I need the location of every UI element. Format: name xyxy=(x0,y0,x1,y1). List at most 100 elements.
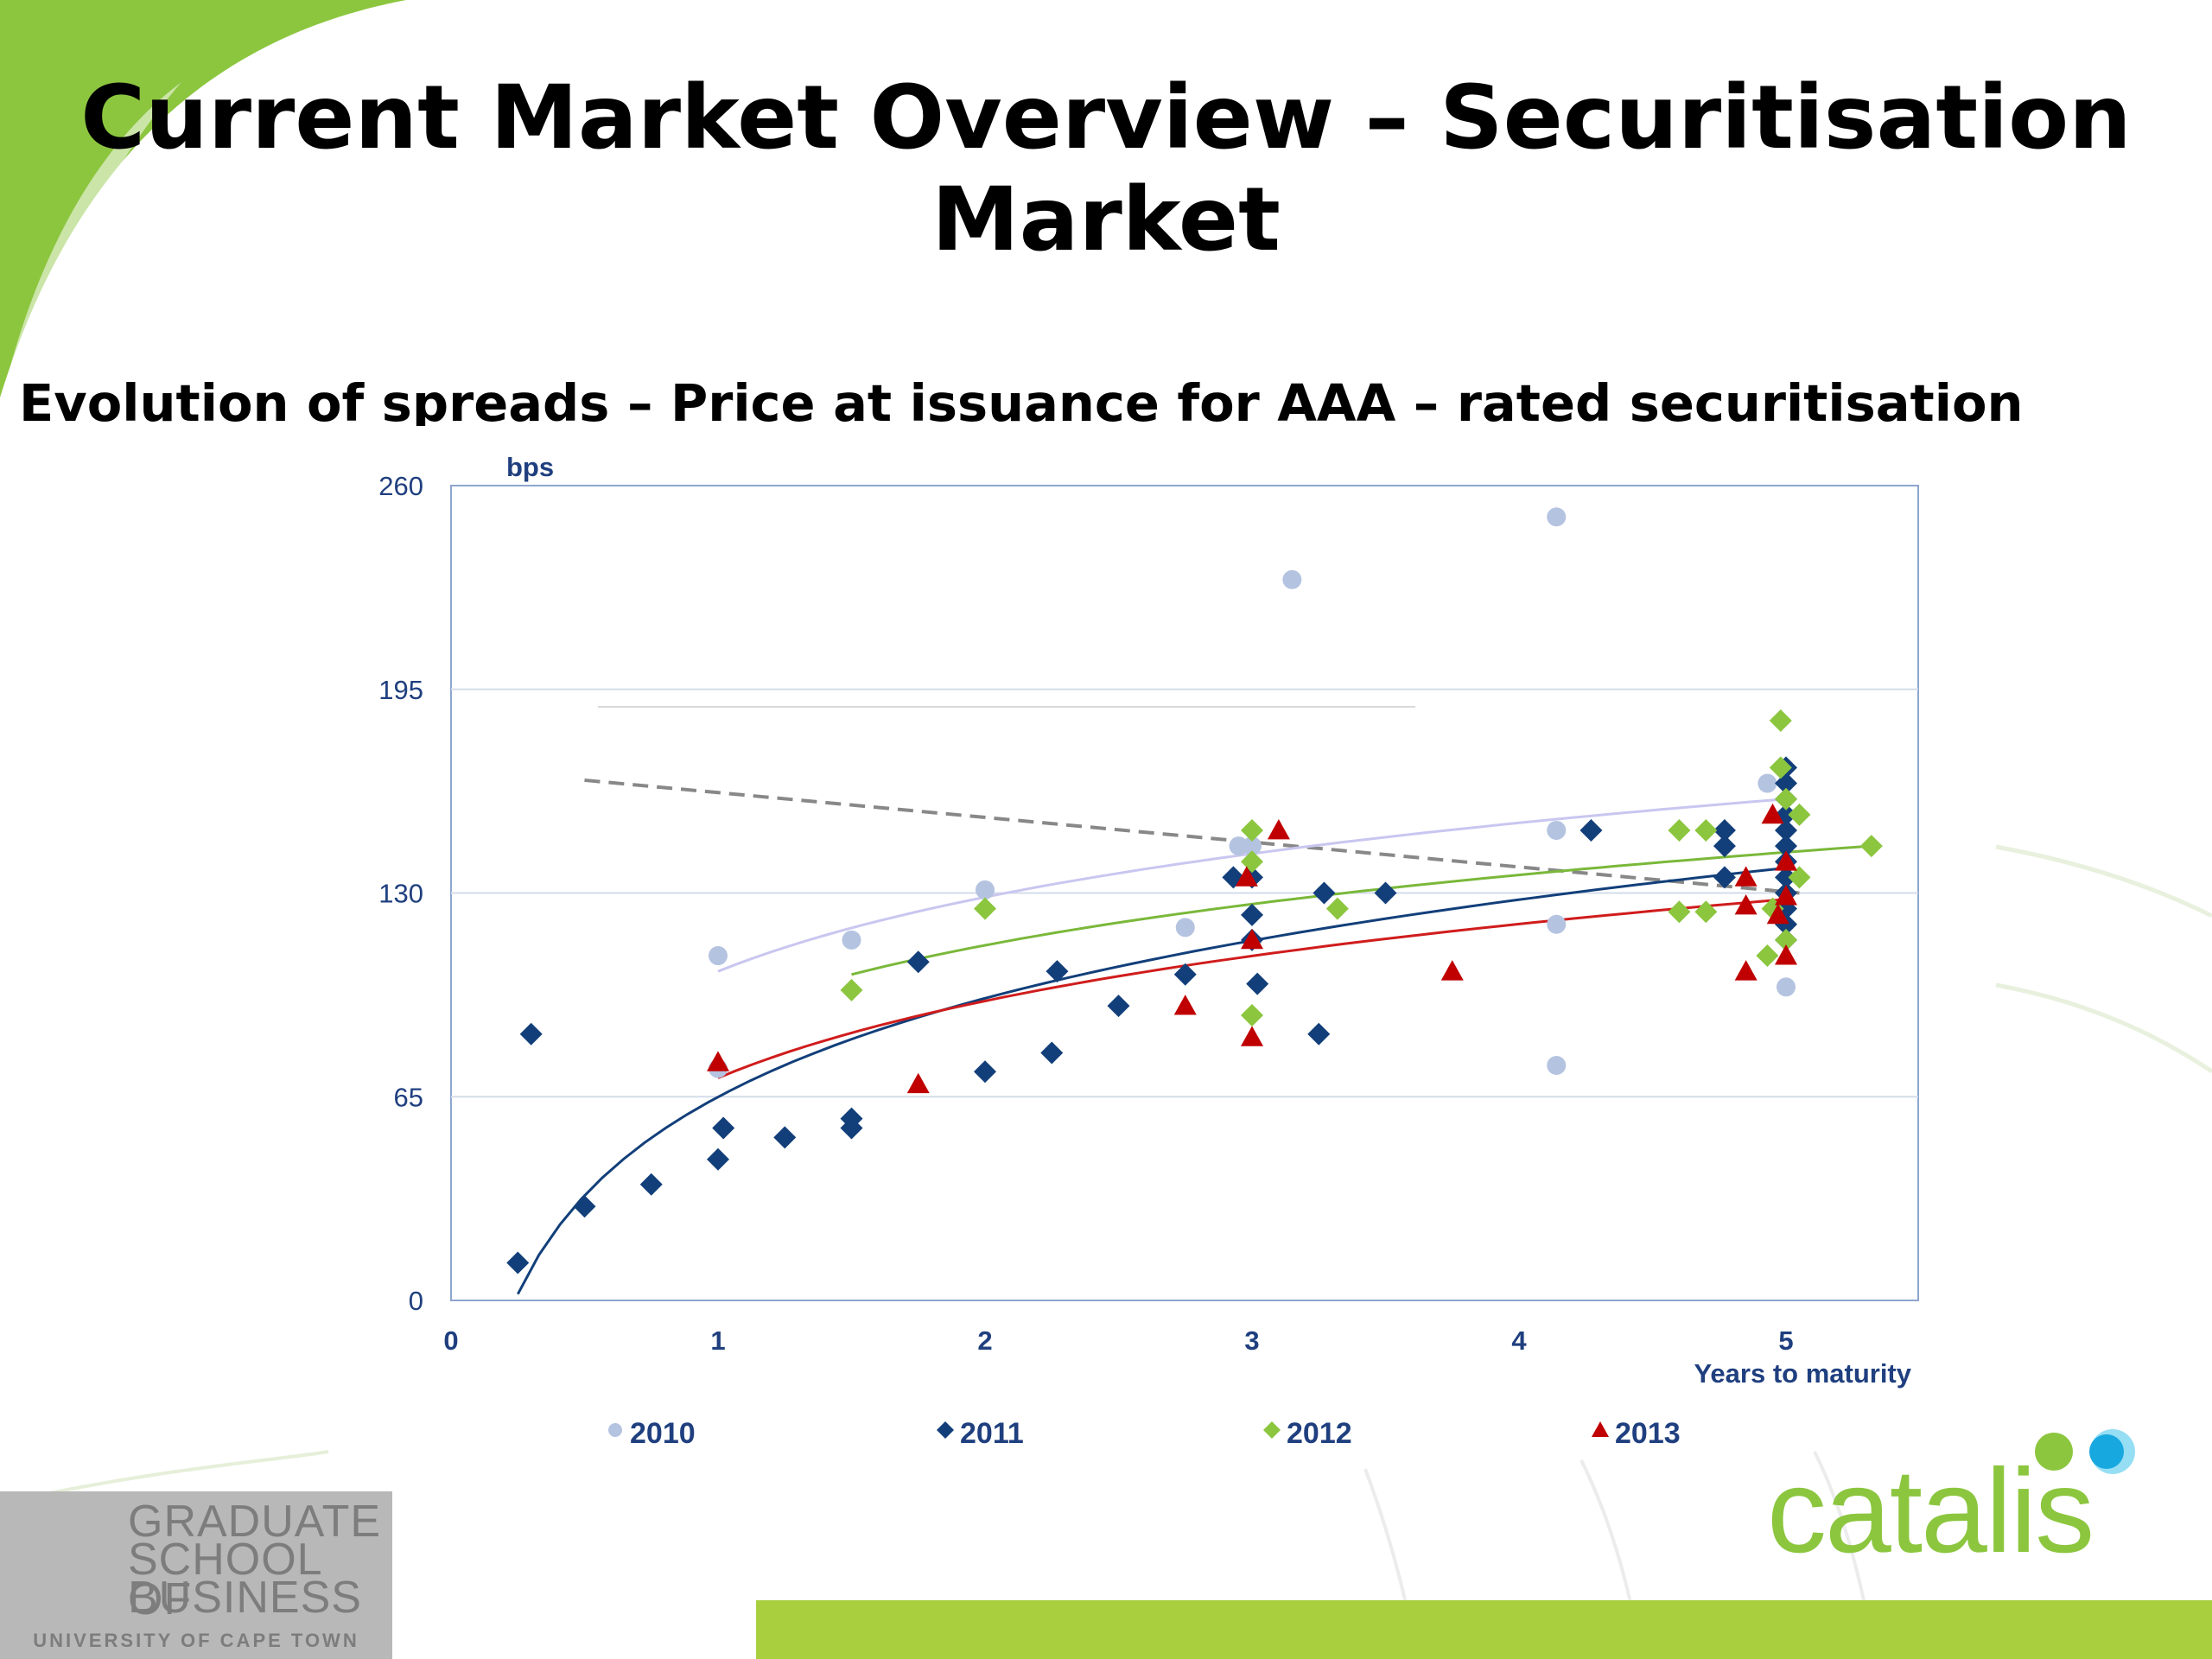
data-point-2012 xyxy=(1859,835,1883,858)
gridlines xyxy=(451,688,1918,1098)
data-point-2012 xyxy=(1775,787,1797,810)
data-point-2013 xyxy=(1440,960,1464,981)
data-point-2013 xyxy=(1775,885,1797,906)
x-axis-ticks: 0 1 2 3 4 5 xyxy=(443,1325,1793,1356)
data-point-2011 xyxy=(1313,881,1336,905)
data-point-2010 xyxy=(1547,507,1567,527)
data-point-2012 xyxy=(1769,756,1792,779)
x-tick-label: 1 xyxy=(710,1325,725,1356)
decor-arc xyxy=(0,1450,329,1505)
gsb-logo: GRADUATE SCHOOL OF BUSINESS UNIVERSITY O… xyxy=(0,1491,392,1659)
data-point-2012 xyxy=(1775,928,1797,951)
trend-line-2012 xyxy=(851,844,1872,976)
data-point-2012 xyxy=(1325,897,1349,920)
data-point-2013 xyxy=(1267,818,1290,840)
legend-marker-2010 xyxy=(608,1423,622,1437)
data-point-2013 xyxy=(1775,850,1797,871)
legend-marker-2013 xyxy=(1592,1421,1609,1437)
data-point-2010 xyxy=(1547,914,1567,934)
data-point-2013 xyxy=(1761,803,1784,824)
x-tick-label: 0 xyxy=(443,1325,458,1356)
data-point-2010 xyxy=(1758,773,1777,793)
data-point-2011 xyxy=(1713,818,1736,842)
data-point-2013 xyxy=(1235,866,1258,887)
data-point-2013 xyxy=(707,1051,729,1071)
data-point-2013 xyxy=(906,1072,930,1094)
legend-label-2012: 2012 xyxy=(1287,1417,1352,1450)
data-point-2012 xyxy=(1788,803,1811,826)
data-point-2010 xyxy=(1229,836,1249,856)
data-point-2011 xyxy=(573,1195,596,1218)
data-point-2013 xyxy=(1173,995,1197,1015)
data-point-2011 xyxy=(974,1060,996,1084)
data-point-2011 xyxy=(1775,866,1797,889)
data-point-2011 xyxy=(1307,1022,1331,1046)
corner-swoosh xyxy=(0,0,406,397)
data-point-2011 xyxy=(840,1116,863,1140)
legend-label-2013: 2013 xyxy=(1615,1417,1681,1450)
legend-label-2010: 2010 xyxy=(630,1417,696,1450)
data-point-2011 xyxy=(1046,960,1069,983)
x-tick-label: 4 xyxy=(1511,1325,1527,1356)
data-point-2012 xyxy=(840,978,863,1001)
data-point-2010 xyxy=(1547,820,1567,840)
catalis-wordmark: catalis xyxy=(1767,1445,2094,1578)
y-tick-label: 0 xyxy=(409,1286,423,1316)
trend-line-2011 xyxy=(516,867,1787,1295)
data-point-2011 xyxy=(519,1022,543,1046)
catalis-logo: catalis xyxy=(1763,1417,2177,1578)
x-axis-label: Years to maturity xyxy=(1694,1358,1911,1389)
data-point-2012 xyxy=(1769,709,1792,733)
gsb-logo-line1: GRADUATE xyxy=(128,1497,382,1547)
blue-dot-icon xyxy=(2089,1434,2124,1469)
data-point-2011 xyxy=(773,1126,797,1149)
legend-marker-2012 xyxy=(1263,1421,1281,1439)
gsb-logo-university: UNIVERSITY OF CAPE TOWN xyxy=(33,1630,359,1651)
y-axis-ticks: 0 65 130 195 260 xyxy=(378,471,423,1316)
data-point-2011 xyxy=(639,1173,663,1196)
data-point-2013 xyxy=(1775,944,1797,965)
data-point-2013 xyxy=(1734,960,1758,981)
data-point-2011 xyxy=(1713,866,1736,889)
data-point-2010 xyxy=(976,880,995,899)
data-point-2013 xyxy=(1766,903,1789,925)
x-tick-label: 2 xyxy=(977,1325,992,1356)
bottom-green-bar xyxy=(756,1600,2212,1659)
data-point-2012 xyxy=(1241,818,1263,842)
x-tick-label: 5 xyxy=(1778,1325,1793,1356)
x-tick-label: 3 xyxy=(1244,1325,1259,1356)
data-point-2012 xyxy=(1694,900,1718,924)
y-tick-label: 195 xyxy=(378,675,423,705)
legend-marker-2011 xyxy=(937,1421,954,1439)
data-point-2011 xyxy=(1241,903,1263,926)
chart-legend: 2010 2011 2012 2013 xyxy=(608,1417,1681,1450)
data-point-2012 xyxy=(1694,818,1718,842)
data-point-2012 xyxy=(1668,900,1691,924)
data-point-2011 xyxy=(1580,818,1603,842)
data-point-2010 xyxy=(1243,836,1262,856)
decor-arc xyxy=(1995,982,2212,1074)
y-tick-label: 65 xyxy=(394,1082,423,1112)
data-point-2013 xyxy=(1241,1026,1263,1046)
data-point-2011 xyxy=(1246,972,1269,995)
data-point-2012 xyxy=(974,897,996,920)
data-point-2011 xyxy=(1775,835,1797,858)
data-point-2012 xyxy=(1756,944,1779,968)
data-point-2010 xyxy=(1282,569,1302,589)
data-point-2011 xyxy=(1040,1041,1064,1065)
data-point-2012 xyxy=(1241,1003,1263,1027)
catalis-dots xyxy=(2035,1429,2135,1474)
slide-title-line1: Current Market Overview – Securitisation xyxy=(80,67,2132,169)
data-point-2011 xyxy=(906,950,930,974)
gsb-logo-line3: BUSINESS xyxy=(128,1573,362,1623)
y-tick-label: 260 xyxy=(378,471,423,501)
data-point-2011 xyxy=(712,1116,735,1140)
data-point-2010 xyxy=(1777,977,1796,997)
green-dot-icon xyxy=(2035,1433,2073,1471)
data-point-2010 xyxy=(1547,1055,1567,1075)
decor-arc xyxy=(1995,844,2212,918)
data-point-2011 xyxy=(1713,835,1736,858)
data-points xyxy=(506,507,1883,1274)
